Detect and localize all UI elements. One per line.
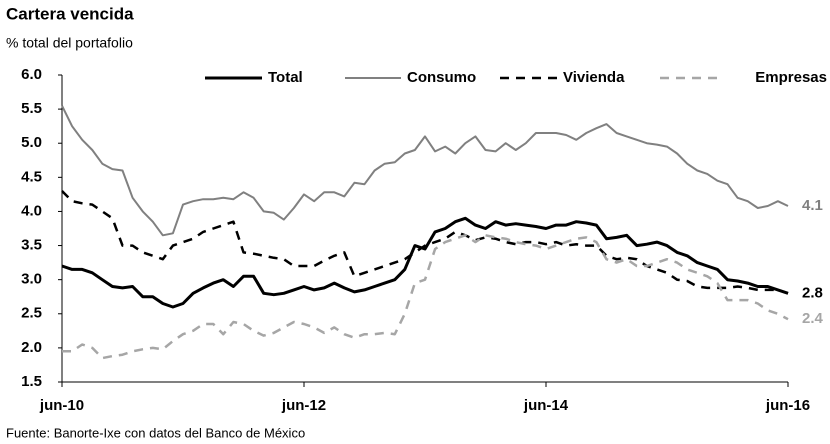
- y-tick-label: 6.0: [21, 66, 42, 83]
- legend-label: Vivienda: [563, 69, 625, 86]
- y-tick-label: 2.5: [21, 305, 42, 322]
- y-tick-label: 3.0: [21, 271, 42, 288]
- series-line: [62, 234, 789, 360]
- series-line: [61, 190, 789, 295]
- end-label: 2.8: [802, 284, 823, 301]
- legend-label: Total: [268, 69, 303, 86]
- legend-label: Consumo: [407, 69, 476, 86]
- y-tick-label: 5.0: [21, 134, 42, 151]
- y-tick-label: 3.5: [21, 237, 42, 254]
- chart-subtitle: % total del portafolio: [6, 35, 133, 51]
- y-tick-label: 4.0: [21, 202, 42, 219]
- x-tick-label: jun-14: [523, 397, 569, 414]
- series-line: [61, 105, 789, 237]
- y-tick-label: 2.0: [21, 339, 42, 356]
- end-label: 2.4: [802, 310, 824, 327]
- chart-title: Cartera vencida: [6, 4, 134, 23]
- legend-label: Empresas: [755, 69, 827, 86]
- x-tick-label: jun-10: [39, 397, 84, 414]
- x-tick-label: jun-12: [281, 397, 326, 414]
- end-label: 4.1: [802, 197, 823, 214]
- source-note: Fuente: Banorte-Ixe con datos del Banco …: [6, 425, 305, 440]
- x-tick-label: jun-16: [765, 397, 810, 414]
- y-tick-label: 5.5: [21, 100, 42, 117]
- y-tick-label: 4.5: [21, 168, 42, 185]
- y-tick-label: 1.5: [21, 373, 42, 390]
- series-line: [61, 216, 789, 309]
